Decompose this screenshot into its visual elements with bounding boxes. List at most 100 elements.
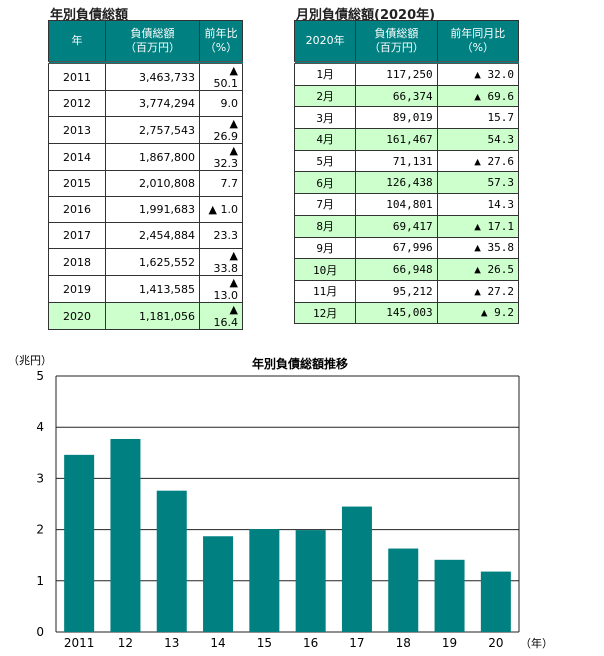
y-tick-label: 0 xyxy=(36,625,44,639)
change-cell: 7.7 xyxy=(199,170,243,197)
month-cell: 2月 xyxy=(293,84,357,108)
amount-cell: 1,413,585 xyxy=(105,275,200,303)
x-tick-label: 17 xyxy=(349,636,364,650)
bar xyxy=(434,559,465,632)
bar xyxy=(156,490,187,632)
year-cell: 2013 xyxy=(48,116,106,144)
table-row: 6月 126,438 57.3 xyxy=(293,171,520,195)
table-row: 2016 1,991,683 ▲ 1.0 xyxy=(48,196,243,223)
change-cell: ▲ 35.8 xyxy=(436,236,520,260)
x-tick-label: 15 xyxy=(257,636,272,650)
table-row: 7月 104,801 14.3 xyxy=(293,193,520,216)
amount-cell: 1,625,552 xyxy=(105,248,200,276)
x-tick-label: 13 xyxy=(164,636,179,650)
month-cell: 11月 xyxy=(293,279,357,303)
header-cell: 前年比 （%） xyxy=(199,20,243,64)
table-row: 2011 3,463,733 ▲ 50.1 xyxy=(48,62,243,91)
change-cell: ▲ 13.0 xyxy=(199,275,243,303)
amount-cell: 66,948 xyxy=(355,258,438,281)
month-cell: 12月 xyxy=(293,301,357,325)
month-cell: 1月 xyxy=(293,62,357,86)
amount-cell: 126,438 xyxy=(355,171,438,195)
change-cell: ▲ 26.5 xyxy=(436,258,520,281)
amount-cell: 95,212 xyxy=(355,279,438,303)
header-cell: 負債総額 （百万円） xyxy=(355,20,438,64)
change-cell: 57.3 xyxy=(436,171,520,195)
x-axis-label: （年） xyxy=(520,636,553,650)
bar xyxy=(110,438,141,632)
monthly-table: 2020年 負債総額 （百万円） 前年同月比 （%） 1月 117,250 ▲ 32.0 2月 6… xyxy=(293,20,520,325)
year-cell: 2020 xyxy=(48,302,106,330)
amount-cell: 69,417 xyxy=(355,214,438,238)
month-cell: 3月 xyxy=(293,106,357,130)
x-tick-label: 18 xyxy=(396,636,411,650)
change-cell: 23.3 xyxy=(199,222,243,249)
change-cell: ▲ 32.0 xyxy=(436,62,520,86)
table-row: 2014 1,867,800 ▲ 32.3 xyxy=(48,143,243,171)
header-cell: 年 xyxy=(48,20,106,64)
amount-cell: 161,467 xyxy=(355,128,438,151)
y-tick-label: 2 xyxy=(36,523,44,537)
amount-cell: 67,996 xyxy=(355,236,438,260)
table-row: 10月 66,948 ▲ 26.5 xyxy=(293,258,520,281)
bar xyxy=(64,454,95,632)
bar xyxy=(480,571,511,632)
table-row: 5月 71,131 ▲ 27.6 xyxy=(293,149,520,173)
month-cell: 6月 xyxy=(293,171,357,195)
table-row: 2018 1,625,552 ▲ 33.8 xyxy=(48,248,243,276)
bar xyxy=(388,548,419,632)
change-cell: ▲ 32.3 xyxy=(199,143,243,171)
header-cell: 負債総額 （百万円） xyxy=(105,20,200,64)
bar xyxy=(203,536,234,632)
amount-cell: 2,757,543 xyxy=(105,116,200,144)
month-cell: 8月 xyxy=(293,214,357,238)
year-cell: 2019 xyxy=(48,275,106,303)
change-cell: ▲ 1.0 xyxy=(199,196,243,223)
amount-cell: 145,003 xyxy=(355,301,438,325)
table-row: 2017 2,454,884 23.3 xyxy=(48,222,243,249)
y-tick-label: 1 xyxy=(36,574,44,588)
amount-cell: 3,774,294 xyxy=(105,90,200,117)
amount-cell: 2,454,884 xyxy=(105,222,200,249)
month-cell: 5月 xyxy=(293,149,357,173)
change-cell: ▲ 27.2 xyxy=(436,279,520,303)
amount-cell: 89,019 xyxy=(355,106,438,130)
change-cell: 14.3 xyxy=(436,193,520,216)
table-row: 9月 67,996 ▲ 35.8 xyxy=(293,236,520,260)
amount-cell: 1,181,056 xyxy=(105,302,200,330)
y-tick-label: 5 xyxy=(36,369,44,383)
change-cell: ▲ 17.1 xyxy=(436,214,520,238)
change-cell: 9.0 xyxy=(199,90,243,117)
change-cell: ▲ 26.9 xyxy=(199,116,243,144)
table-row: 2013 2,757,543 ▲ 26.9 xyxy=(48,116,243,144)
bar xyxy=(295,530,326,632)
table-row: 2012 3,774,294 9.0 xyxy=(48,90,243,117)
change-cell: ▲ 50.1 xyxy=(199,62,243,91)
table-row: 4月 161,467 54.3 xyxy=(293,128,520,151)
year-cell: 2018 xyxy=(48,248,106,276)
chart-title: 年別負債総額推移 xyxy=(252,356,348,371)
amount-cell: 117,250 xyxy=(355,62,438,86)
month-cell: 7月 xyxy=(293,193,357,216)
monthly-table-title: 月別負債総額(2020年) xyxy=(296,8,436,23)
header-cell: 前年同月比 （%） xyxy=(436,20,520,64)
y-tick-label: 3 xyxy=(36,471,44,485)
year-cell: 2012 xyxy=(48,90,106,117)
table-row: 12月 145,003 ▲ 9.2 xyxy=(293,301,520,325)
amount-cell: 71,131 xyxy=(355,149,438,173)
x-tick-label: 12 xyxy=(118,636,133,650)
annual-table-title: 年別負債総額 xyxy=(50,8,129,23)
amount-cell: 1,991,683 xyxy=(105,196,200,223)
month-cell: 10月 xyxy=(293,258,357,281)
annual-table: 年負債総額 （百万円） 前年比 （%） 2011 3,463,733 ▲ 50.1 2012 3… xyxy=(48,20,243,330)
table-row: 2020 1,181,056 ▲ 16.4 xyxy=(48,302,243,330)
month-cell: 9月 xyxy=(293,236,357,260)
change-cell: ▲ 33.8 xyxy=(199,248,243,276)
change-cell: 54.3 xyxy=(436,128,520,151)
amount-cell: 104,801 xyxy=(355,193,438,216)
amount-cell: 66,374 xyxy=(355,84,438,108)
change-cell: ▲ 27.6 xyxy=(436,149,520,173)
amount-cell: 1,867,800 xyxy=(105,143,200,171)
